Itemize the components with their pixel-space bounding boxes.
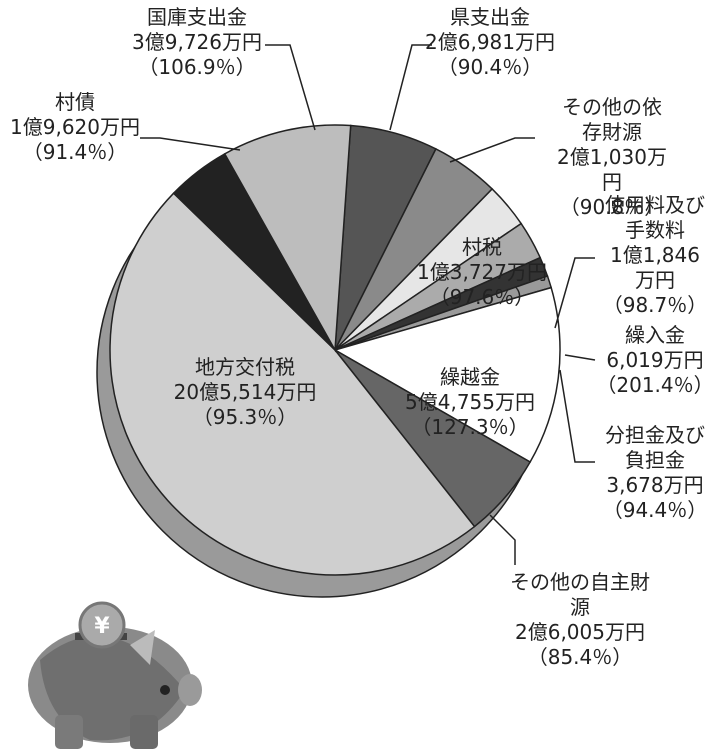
category-label: 村債	[54, 90, 95, 114]
value-label: 1億9,620万円	[10, 115, 140, 139]
slice-label: 繰越金 5億4,755万円 （127.3％）	[405, 365, 535, 440]
leader-line	[559, 369, 595, 463]
category-label: 繰入金	[624, 323, 685, 347]
slice-label: 地方交付税 20億5,514万円 （95.3％）	[174, 355, 317, 430]
leader-lines	[140, 44, 596, 565]
slice-label: その他の依存財源 2億1,030万円 （90.8％）	[556, 95, 669, 220]
category-label: 繰越金	[439, 365, 500, 389]
value-label: 2億1,030万円	[557, 145, 667, 194]
ratio-label: （97.6％）	[429, 285, 535, 309]
category-label: 地方交付税	[195, 355, 295, 379]
pie-slice	[109, 192, 476, 576]
slice-label: 村債 1億9,620万円 （91.4％）	[10, 90, 140, 165]
leader-line	[265, 44, 316, 131]
pie-slice	[333, 286, 561, 464]
slice-label: その他の自主財源 2億6,005万円 （85.4％）	[508, 570, 653, 670]
ratio-label: （127.3％）	[411, 415, 529, 439]
value-label: 1億3,727万円	[417, 260, 547, 284]
ratio-label: （201.4％）	[596, 373, 714, 397]
leader-line	[140, 137, 241, 151]
pie-slice	[223, 124, 352, 353]
ratio-label: （90.4％）	[437, 55, 543, 79]
ratio-label: （90.8％）	[559, 195, 665, 219]
value-label: 6,019万円	[606, 348, 704, 372]
category-label: 村税	[461, 235, 502, 259]
leader-line	[449, 137, 535, 163]
category-label: 分担金及び 負担金	[605, 423, 705, 472]
slice-label: 村税 1億3,727万円 （97.6％）	[417, 235, 547, 310]
leader-line	[554, 257, 595, 329]
value-label: 2億6,005万円	[515, 620, 645, 644]
value-label: 2億6,981万円	[425, 30, 555, 54]
piggy-bank: ¥	[28, 601, 202, 749]
category-label: その他の自主財源	[510, 570, 650, 619]
slices	[109, 124, 561, 576]
category-label: 県支出金	[449, 5, 530, 29]
leader-line	[489, 514, 516, 565]
ratio-label: （85.4％）	[527, 645, 633, 669]
value-label: 20億5,514万円	[173, 380, 317, 404]
category-label: 使用料及び 手数料	[605, 193, 705, 242]
category-label: その他の依存財源	[562, 95, 662, 144]
slice-label: 使用料及び 手数料 1億1,846万円 （98.7％）	[603, 193, 708, 318]
slice-label: 分担金及び 負担金 3,678万円 （94.4％）	[603, 423, 708, 523]
value-label: 5億4,755万円	[405, 390, 535, 414]
slice-label: 県支出金 2億6,981万円 （90.4％）	[425, 5, 555, 80]
ratio-label: （91.4％）	[22, 140, 128, 164]
leader-line	[389, 44, 432, 131]
slice-label: 繰入金 6,019万円 （201.4％）	[596, 323, 713, 398]
value-label: 3,678万円	[606, 473, 704, 497]
value-label: 3億9,726万円	[132, 30, 262, 54]
ratio-label: （95.3％）	[192, 405, 298, 429]
value-label: 1億1,846万円	[610, 243, 700, 292]
svg-text:¥: ¥	[94, 614, 110, 639]
ratio-label: （94.4％）	[602, 498, 708, 522]
leader-line	[564, 354, 596, 361]
category-label: 国庫支出金	[146, 5, 247, 29]
ratio-label: （106.9％）	[138, 55, 256, 79]
ratio-label: （98.7％）	[602, 293, 708, 317]
slice-label: 国庫支出金 3億9,726万円 （106.9％）	[132, 5, 262, 80]
